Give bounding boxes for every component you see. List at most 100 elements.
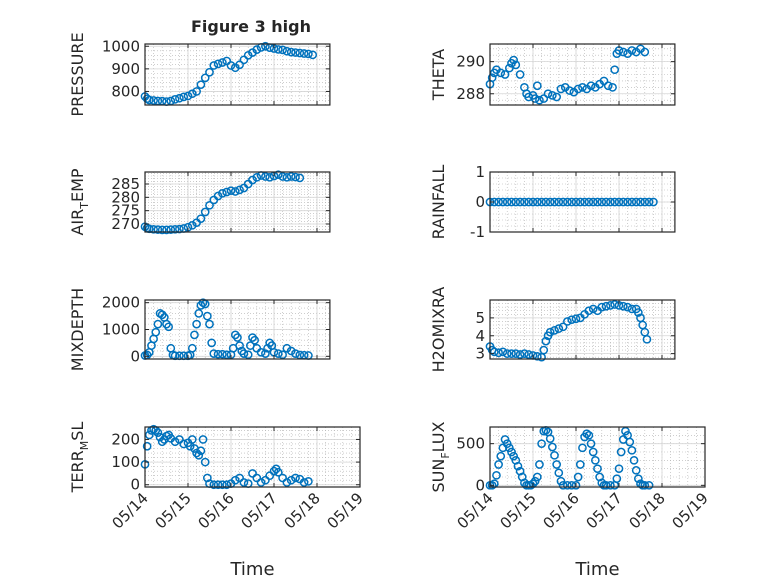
data-point	[213, 480, 223, 490]
y-tick-label: 275	[111, 202, 140, 220]
data-point	[496, 68, 506, 78]
figure-title: Figure 3 high	[191, 17, 311, 36]
series-terr_msl	[140, 424, 313, 490]
data-point	[273, 349, 283, 358]
data-point	[222, 56, 232, 66]
panel-terr_msl: 0 100 200 05/14 05/15 05/16 05/17 05/18 05/19 TER…	[68, 422, 367, 580]
data-point	[575, 460, 585, 469]
data-point	[196, 214, 206, 224]
data-point	[192, 319, 201, 329]
data-point	[539, 345, 549, 355]
data-point	[584, 430, 594, 440]
data-point	[634, 474, 643, 484]
data-point	[230, 187, 240, 196]
data-point	[552, 460, 562, 469]
axes-box-sun_flux	[489, 426, 706, 488]
data-point	[239, 55, 249, 65]
data-point	[612, 474, 622, 484]
data-point	[502, 197, 512, 207]
data-point	[571, 480, 581, 490]
data-point	[187, 343, 197, 353]
data-point	[610, 65, 620, 75]
data-point	[625, 437, 635, 447]
data-point	[507, 349, 516, 358]
x-axis-label-sun_flux: Time	[574, 559, 619, 580]
y-tick-label: 200	[111, 430, 140, 448]
x-tick-label: 05/19	[669, 489, 712, 532]
data-point	[149, 224, 158, 234]
data-point	[489, 347, 499, 357]
data-point	[286, 47, 296, 57]
data-point	[291, 48, 300, 57]
data-point	[509, 451, 519, 461]
data-point	[153, 319, 163, 329]
data-point	[295, 48, 305, 58]
data-point	[209, 349, 219, 358]
data-point	[603, 81, 613, 91]
data-point	[502, 349, 512, 358]
data-point	[644, 480, 654, 490]
data-point	[187, 220, 197, 230]
data-point	[616, 447, 626, 457]
data-point	[252, 172, 262, 182]
data-point	[498, 197, 508, 207]
panel-theta: 288 290 THETA	[429, 43, 676, 106]
data-point	[170, 95, 180, 104]
data-point	[623, 302, 632, 312]
data-point	[580, 197, 589, 207]
axes-box-h2omixra	[489, 299, 676, 360]
data-point	[610, 197, 620, 207]
data-point	[578, 82, 587, 92]
data-point	[265, 471, 275, 481]
data-point	[618, 301, 628, 311]
data-point	[278, 45, 287, 55]
data-point	[170, 224, 180, 234]
data-point	[487, 480, 497, 490]
data-point	[552, 92, 562, 102]
data-point	[200, 207, 210, 217]
data-point	[567, 315, 577, 325]
data-point	[541, 197, 551, 207]
data-point	[597, 302, 607, 312]
data-point	[205, 319, 214, 329]
data-point	[627, 304, 637, 314]
data-point	[573, 472, 583, 482]
data-point	[205, 200, 214, 210]
data-point	[634, 308, 643, 317]
data-point	[157, 225, 167, 235]
panel-h2omixra: 345 H2OMIXRA	[429, 287, 676, 372]
data-point	[567, 480, 577, 490]
data-point	[642, 334, 652, 344]
data-point	[226, 186, 236, 196]
data-point	[601, 480, 611, 490]
data-point	[203, 311, 212, 321]
data-point	[558, 480, 568, 490]
data-point	[278, 172, 287, 181]
data-point	[153, 225, 163, 234]
data-point	[187, 435, 197, 444]
data-point	[213, 59, 223, 69]
data-point	[144, 95, 154, 105]
data-point	[291, 473, 300, 483]
data-point	[588, 197, 598, 207]
data-point	[243, 350, 253, 360]
data-point	[153, 428, 163, 438]
data-point	[558, 322, 568, 332]
data-point	[492, 470, 501, 480]
data-point	[151, 327, 161, 337]
data-point	[545, 197, 555, 207]
data-point	[235, 341, 244, 350]
axes-box-theta	[489, 43, 676, 106]
data-point	[593, 197, 602, 207]
data-point	[286, 346, 296, 356]
data-point	[252, 473, 262, 483]
data-point	[505, 443, 514, 453]
data-point	[541, 336, 551, 346]
data-point	[532, 81, 542, 91]
data-point	[627, 46, 637, 55]
data-point	[606, 301, 615, 310]
data-point	[261, 475, 270, 485]
y-axis-label-theta: THETA	[429, 49, 448, 101]
x-tick-label: 05/17	[238, 489, 281, 532]
x-tick-label: 05/16	[540, 489, 583, 532]
